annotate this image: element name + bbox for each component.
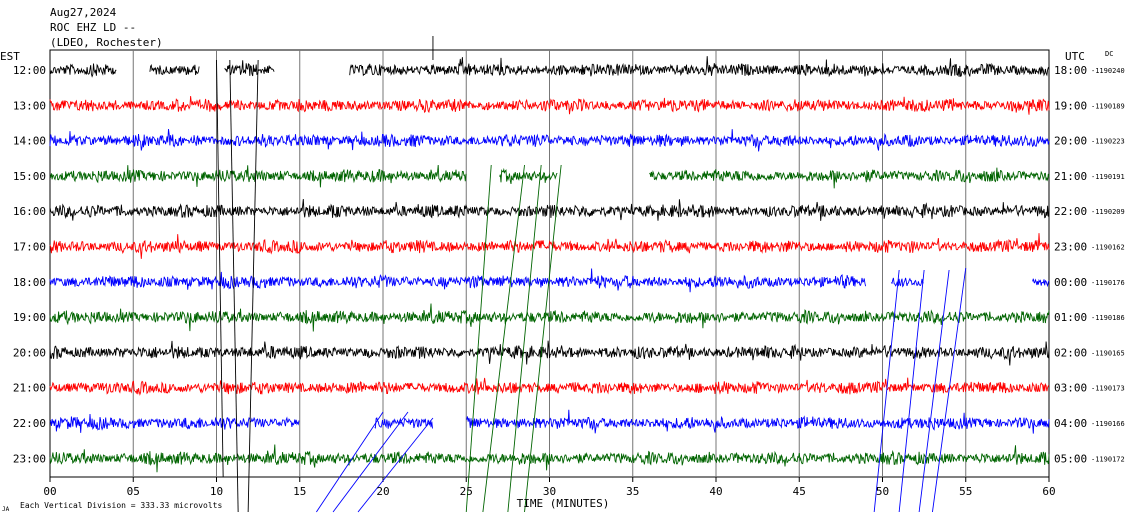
header-network: (LDEO, Rochester)	[50, 36, 163, 49]
x-axis-title: TIME (MINUTES)	[517, 497, 610, 510]
x-tick-label-30: 30	[543, 485, 556, 498]
utc-label: 03:00	[1054, 382, 1087, 395]
event-streak	[465, 164, 492, 513]
est-label: 20:00	[13, 346, 46, 359]
utc-label: 20:00	[1054, 135, 1087, 148]
trace-2000	[49, 340, 1050, 366]
event-streak	[482, 164, 525, 513]
est-label: 21:00	[13, 382, 46, 395]
utc-label: 01:00	[1054, 311, 1087, 324]
utc-axis-title: UTC	[1065, 50, 1085, 63]
trace-1400	[49, 128, 1050, 152]
trace-2200	[49, 409, 1050, 434]
footer-mark: JA	[2, 506, 10, 513]
dc-offset-label: -1190173	[1091, 385, 1125, 393]
trace-1700	[49, 233, 1050, 259]
event-streak	[357, 417, 434, 513]
trace-2300	[49, 444, 1050, 473]
x-tick-label-00: 00	[43, 485, 56, 498]
x-tick-label-20: 20	[376, 485, 389, 498]
dc-label: DC	[1105, 50, 1113, 58]
utc-label: 00:00	[1054, 276, 1087, 289]
est-label: 12:00	[13, 64, 46, 77]
footer-note: Each Vertical Division = 333.33 microvol…	[20, 501, 222, 510]
x-tick-label-55: 55	[959, 485, 972, 498]
x-tick-label-50: 50	[876, 485, 889, 498]
event-streak	[524, 164, 562, 513]
event-streak	[873, 269, 900, 513]
header-station: ROC EHZ LD --	[50, 21, 136, 34]
trace-1500	[49, 164, 1050, 189]
event-streak	[507, 164, 542, 513]
dc-offset-label: -1190162	[1091, 244, 1125, 252]
dc-offset-label: -1190209	[1091, 208, 1125, 216]
trace-1600	[49, 198, 1050, 221]
utc-label: 18:00	[1054, 64, 1087, 77]
est-label: 15:00	[13, 170, 46, 183]
dc-offset-label: -1190186	[1091, 314, 1125, 322]
utc-label: 19:00	[1054, 99, 1087, 112]
est-label: 16:00	[13, 205, 46, 218]
x-tick-label-05: 05	[127, 485, 140, 498]
est-label: 22:00	[13, 417, 46, 430]
dc-offset-label: -1190191	[1091, 173, 1125, 181]
event-streak	[898, 269, 925, 513]
x-tick-label-45: 45	[793, 485, 806, 498]
dc-offset-label: -1190166	[1091, 420, 1125, 428]
trace-1900	[49, 303, 1050, 332]
trace-1300	[49, 96, 1050, 115]
est-label: 14:00	[13, 135, 46, 148]
dc-offset-label: -1190165	[1091, 349, 1125, 357]
trace-2100	[49, 377, 1050, 396]
est-label: 19:00	[13, 311, 46, 324]
utc-label: 02:00	[1054, 346, 1087, 359]
event-streak	[216, 59, 224, 478]
utc-label: 04:00	[1054, 417, 1087, 430]
event-streak	[316, 411, 384, 513]
grid-lines	[49, 49, 1050, 482]
x-tick-label-15: 15	[293, 485, 306, 498]
x-tick-label-10: 10	[210, 485, 223, 498]
dc-offset-label: -1190240	[1091, 67, 1125, 75]
event-streak	[332, 411, 409, 513]
est-label: 18:00	[13, 276, 46, 289]
utc-label: 21:00	[1054, 170, 1087, 183]
trace-1200	[49, 56, 1050, 78]
est-label: 23:00	[13, 452, 46, 465]
dc-offset-label: -1190172	[1091, 455, 1125, 463]
dc-offset-label: -1190176	[1091, 279, 1125, 287]
utc-label: 22:00	[1054, 205, 1087, 218]
x-tick-label-35: 35	[626, 485, 639, 498]
x-tick-label-60: 60	[1042, 485, 1055, 498]
event-streak	[229, 59, 239, 513]
est-label: 17:00	[13, 241, 46, 254]
utc-label: 23:00	[1054, 241, 1087, 254]
x-tick-label-25: 25	[460, 485, 473, 498]
est-label: 13:00	[13, 99, 46, 112]
dc-offset-label: -1190223	[1091, 138, 1125, 146]
seismic-traces	[49, 36, 1050, 513]
axis-labels: 00 05 10 15 20 25 30 35 40 45 50 55 60 12:00 18:00 -119…	[13, 64, 1125, 498]
event-streak	[932, 267, 967, 513]
est-axis-title: EST	[0, 50, 20, 63]
trace-1800	[49, 268, 1050, 293]
dc-offset-label: -1190189	[1091, 102, 1125, 110]
event-streak	[247, 59, 259, 513]
x-tick-label-40: 40	[709, 485, 722, 498]
header-date: Aug27,2024	[50, 6, 117, 19]
utc-label: 05:00	[1054, 452, 1087, 465]
event-streak	[918, 269, 950, 513]
